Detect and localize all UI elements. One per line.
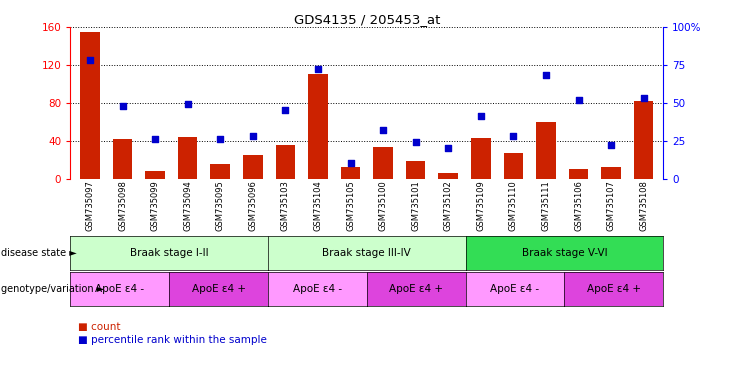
Bar	[601, 167, 621, 179]
Point	[638, 95, 650, 101]
Point	[573, 97, 585, 103]
Text: Braak stage III-IV: Braak stage III-IV	[322, 248, 411, 258]
Text: ApoE ε4 +: ApoE ε4 +	[587, 284, 641, 294]
Point	[442, 145, 454, 151]
Point	[508, 133, 519, 139]
Point	[312, 66, 324, 73]
Bar	[113, 139, 133, 179]
Bar	[276, 146, 295, 179]
Point	[605, 142, 617, 148]
Text: ApoE ε4 -: ApoE ε4 -	[491, 284, 539, 294]
Text: ApoE ε4 +: ApoE ε4 +	[389, 284, 443, 294]
Point	[475, 113, 487, 119]
Point	[149, 136, 161, 142]
Point	[279, 107, 291, 113]
Text: ■ percentile rank within the sample: ■ percentile rank within the sample	[78, 335, 267, 345]
Text: ApoE ε4 +: ApoE ε4 +	[192, 284, 245, 294]
Text: ApoE ε4 -: ApoE ε4 -	[96, 284, 144, 294]
Bar	[243, 155, 262, 179]
Bar	[569, 169, 588, 179]
Point	[116, 103, 128, 109]
Point	[345, 161, 356, 167]
Point	[377, 127, 389, 133]
Bar	[471, 138, 491, 179]
Point	[247, 133, 259, 139]
Bar	[373, 147, 393, 179]
Bar	[634, 101, 654, 179]
Bar	[145, 171, 165, 179]
Text: Braak stage V-VI: Braak stage V-VI	[522, 248, 607, 258]
Point	[84, 57, 96, 63]
Bar	[210, 164, 230, 179]
Point	[182, 101, 193, 107]
Point	[410, 139, 422, 145]
Bar	[439, 173, 458, 179]
Point	[540, 72, 552, 78]
Bar	[308, 74, 328, 179]
Bar	[80, 31, 100, 179]
Bar	[341, 167, 360, 179]
Text: Braak stage I-II: Braak stage I-II	[130, 248, 208, 258]
Point	[214, 136, 226, 142]
Text: genotype/variation ►: genotype/variation ►	[1, 284, 104, 294]
Bar	[504, 153, 523, 179]
Bar	[406, 162, 425, 179]
Text: ■ count: ■ count	[78, 322, 120, 332]
Title: GDS4135 / 205453_at: GDS4135 / 205453_at	[293, 13, 440, 26]
Text: disease state ►: disease state ►	[1, 248, 77, 258]
Text: ApoE ε4 -: ApoE ε4 -	[293, 284, 342, 294]
Bar	[536, 122, 556, 179]
Bar	[178, 137, 197, 179]
